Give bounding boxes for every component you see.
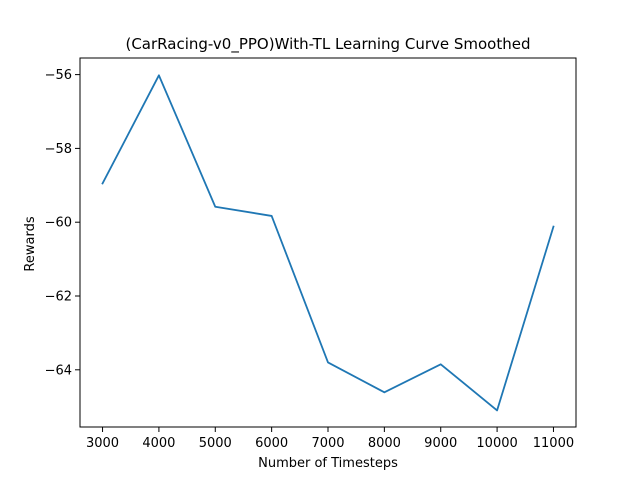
- x-axis-title: Number of Timesteps: [258, 456, 398, 471]
- y-tick-label-3: −62: [45, 290, 72, 305]
- x-tick-label-6: 9000: [424, 436, 457, 451]
- x-tick-label-8: 11000: [533, 436, 574, 451]
- chart-title: (CarRacing-v0_PPO)With-TL Learning Curve…: [125, 35, 530, 54]
- series-line-0: [101, 74, 555, 412]
- y-tick-label-0: −56: [45, 68, 72, 83]
- y-tick-label-1: −58: [45, 142, 72, 157]
- plot-area: 3000 4000 5000 6000 7000 8000 9000 10000 11000 −5…: [45, 57, 577, 451]
- x-tick-label-2: 5000: [199, 436, 232, 451]
- y-tick-label-4: −64: [45, 363, 72, 378]
- y-tick-label-2: −60: [45, 216, 72, 231]
- x-tick-label-1: 4000: [142, 436, 175, 451]
- x-tick-label-5: 8000: [368, 436, 401, 451]
- axes-frame: [79, 57, 577, 428]
- x-tick-label-0: 3000: [86, 436, 119, 451]
- x-tick-label-3: 6000: [255, 436, 288, 451]
- x-tick-label-4: 7000: [311, 436, 344, 451]
- x-tick-label-7: 10000: [476, 436, 517, 451]
- y-axis-title: Rewards: [23, 216, 38, 271]
